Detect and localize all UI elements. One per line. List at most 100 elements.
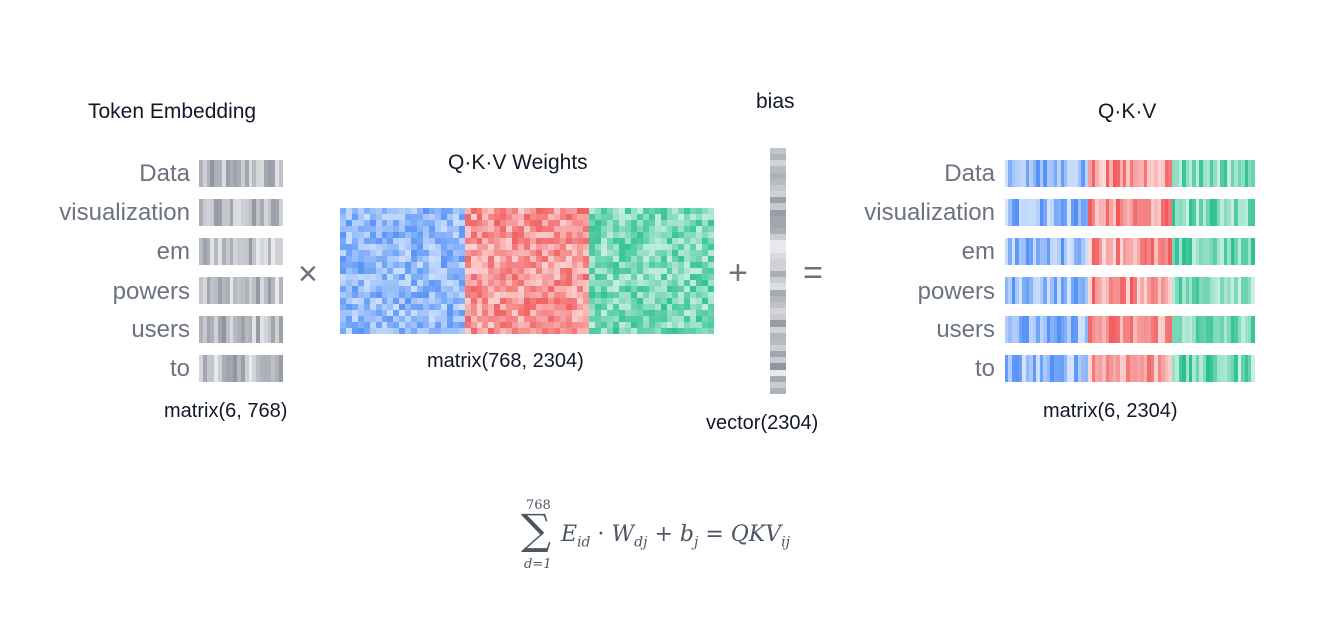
output-cell (1098, 238, 1103, 265)
output-cell (1182, 199, 1186, 226)
embedding-cell (252, 355, 257, 382)
weight-cell (565, 250, 572, 256)
weight-cell (702, 322, 709, 328)
weight-cell (482, 298, 489, 304)
bias-cell (770, 160, 786, 167)
weight-cell (708, 262, 715, 268)
weight-cell (464, 226, 471, 232)
weight-cell (393, 232, 400, 238)
weight-cell (440, 322, 447, 328)
output-cell (1168, 316, 1172, 343)
output-cell (1171, 199, 1176, 226)
weight-cell (387, 292, 394, 298)
weight-cell (494, 214, 501, 220)
output-cell (1011, 277, 1016, 304)
weight-cell (351, 208, 358, 214)
weight-cell (654, 328, 661, 334)
weight-cell (619, 232, 625, 238)
weight-cell (440, 238, 447, 244)
weight-cell (393, 274, 400, 280)
weight-cell (500, 214, 507, 220)
output-cell (1011, 316, 1016, 343)
output-cell (1195, 160, 1200, 187)
weight-cell (565, 274, 572, 280)
weight-cell (583, 322, 590, 328)
weight-cell (446, 268, 453, 274)
output-cell (1237, 355, 1242, 382)
weight-cell (417, 286, 424, 292)
weight-cell (387, 238, 394, 244)
weight-cell (624, 220, 631, 226)
weight-cell (506, 268, 513, 274)
output-cell (1053, 199, 1058, 226)
weight-cell (381, 226, 388, 232)
embedding-cell (271, 199, 276, 226)
weight-cell (345, 226, 352, 232)
output-cell (1147, 316, 1151, 343)
output-cell (1043, 199, 1047, 226)
weight-cell (446, 280, 453, 286)
weight-cell (696, 220, 703, 226)
weight-cell (417, 226, 424, 232)
weight-cell (535, 328, 542, 334)
weight-cell (464, 304, 471, 310)
embedding-cell (275, 199, 280, 226)
output-cell (1154, 277, 1158, 304)
weight-cell (434, 310, 441, 316)
weight-cell (393, 304, 400, 310)
weight-cell (541, 286, 548, 292)
weight-cell (506, 304, 513, 310)
weight-cell (494, 304, 501, 310)
output-cell (1182, 316, 1186, 343)
output-cell (1136, 238, 1141, 265)
embedding-cell (233, 238, 238, 265)
weight-cell (708, 238, 715, 244)
weight-cell (636, 322, 643, 328)
weight-cell (405, 208, 412, 214)
weight-cell (613, 262, 620, 268)
output-cell (1230, 316, 1235, 343)
weight-cell (648, 316, 655, 322)
weight-cell (387, 244, 394, 250)
weight-cell (381, 310, 388, 316)
output-cell (1251, 160, 1255, 187)
weight-cell (696, 280, 703, 286)
weight-cell (708, 268, 715, 274)
weight-cell (470, 316, 477, 322)
weight-cell (601, 322, 608, 328)
output-cell (1098, 199, 1103, 226)
output-cell (1077, 199, 1082, 226)
output-cell (1140, 160, 1144, 187)
output-cell (1154, 238, 1158, 265)
output-cell (1126, 199, 1130, 226)
weight-cell (577, 286, 584, 292)
weight-cell (619, 214, 625, 220)
embedding-cell (229, 277, 234, 304)
output-cell (1150, 277, 1155, 304)
bias-cell (770, 246, 786, 253)
weight-cell (589, 286, 596, 292)
weight-cell (565, 232, 572, 238)
weight-cell (363, 286, 370, 292)
weight-cell (678, 232, 685, 238)
weight-cell (547, 298, 554, 304)
weight-cell (642, 232, 649, 238)
weight-cell (636, 244, 643, 250)
weight-cell (417, 220, 424, 226)
weight-cell (577, 304, 584, 310)
weight-cell (482, 280, 489, 286)
output-cell (1185, 355, 1189, 382)
weight-cell (589, 250, 596, 256)
weight-cell (541, 262, 548, 268)
weight-cell (512, 232, 519, 238)
weight-cell (583, 292, 590, 298)
weight-cell (446, 250, 453, 256)
weight-cell (547, 214, 554, 220)
weight-cell (660, 244, 667, 250)
weight-cell (696, 316, 703, 322)
weight-cell (399, 208, 406, 214)
weight-cell (375, 310, 382, 316)
weight-cell (541, 214, 548, 220)
embedding-cell (279, 355, 283, 382)
weight-cell (518, 316, 525, 322)
